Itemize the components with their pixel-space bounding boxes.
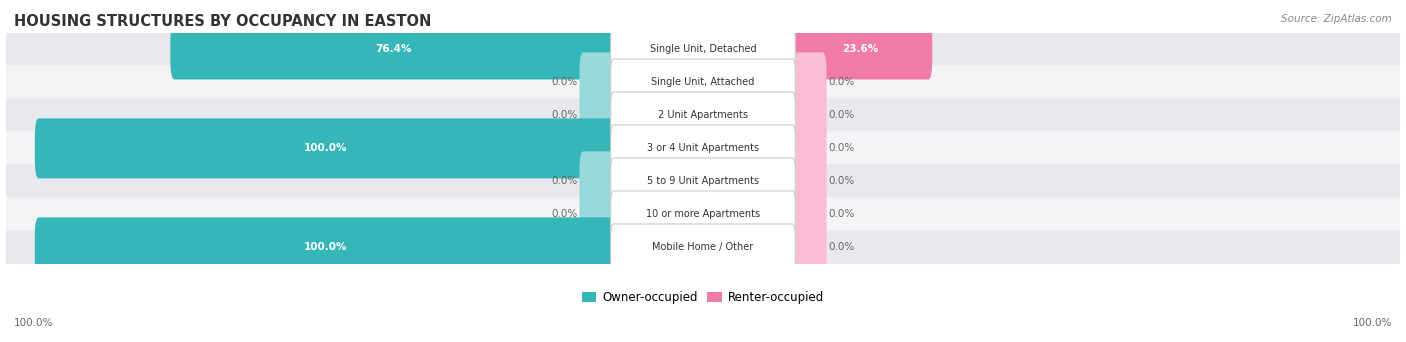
FancyBboxPatch shape: [6, 131, 1400, 166]
FancyBboxPatch shape: [610, 26, 796, 73]
Text: 76.4%: 76.4%: [375, 44, 412, 54]
Text: 100.0%: 100.0%: [304, 242, 347, 252]
FancyBboxPatch shape: [170, 19, 617, 79]
FancyBboxPatch shape: [610, 92, 796, 139]
FancyBboxPatch shape: [789, 184, 827, 245]
FancyBboxPatch shape: [610, 158, 796, 205]
Text: 0.0%: 0.0%: [828, 242, 853, 252]
Text: 0.0%: 0.0%: [553, 209, 578, 220]
Text: 0.0%: 0.0%: [828, 143, 853, 154]
Text: 100.0%: 100.0%: [1353, 318, 1392, 328]
FancyBboxPatch shape: [6, 230, 1400, 265]
Text: Single Unit, Detached: Single Unit, Detached: [650, 44, 756, 54]
Text: 0.0%: 0.0%: [828, 209, 853, 220]
Text: Source: ZipAtlas.com: Source: ZipAtlas.com: [1281, 14, 1392, 24]
Text: 5 to 9 Unit Apartments: 5 to 9 Unit Apartments: [647, 176, 759, 186]
FancyBboxPatch shape: [789, 52, 827, 113]
Text: HOUSING STRUCTURES BY OCCUPANCY IN EASTON: HOUSING STRUCTURES BY OCCUPANCY IN EASTO…: [14, 14, 432, 29]
Text: 100.0%: 100.0%: [304, 143, 347, 154]
FancyBboxPatch shape: [6, 197, 1400, 232]
Text: 2 Unit Apartments: 2 Unit Apartments: [658, 110, 748, 120]
FancyBboxPatch shape: [789, 118, 827, 179]
Text: Mobile Home / Other: Mobile Home / Other: [652, 242, 754, 252]
FancyBboxPatch shape: [610, 191, 796, 238]
Text: 0.0%: 0.0%: [828, 110, 853, 120]
FancyBboxPatch shape: [579, 184, 617, 245]
FancyBboxPatch shape: [789, 19, 932, 79]
FancyBboxPatch shape: [6, 98, 1400, 133]
FancyBboxPatch shape: [6, 65, 1400, 100]
Text: 100.0%: 100.0%: [14, 318, 53, 328]
Legend: Owner-occupied, Renter-occupied: Owner-occupied, Renter-occupied: [578, 286, 828, 309]
Text: 3 or 4 Unit Apartments: 3 or 4 Unit Apartments: [647, 143, 759, 154]
FancyBboxPatch shape: [6, 32, 1400, 67]
FancyBboxPatch shape: [35, 118, 617, 179]
FancyBboxPatch shape: [610, 224, 796, 271]
FancyBboxPatch shape: [789, 86, 827, 145]
FancyBboxPatch shape: [579, 152, 617, 211]
Text: 0.0%: 0.0%: [828, 176, 853, 186]
FancyBboxPatch shape: [579, 52, 617, 113]
FancyBboxPatch shape: [35, 218, 617, 277]
FancyBboxPatch shape: [6, 164, 1400, 199]
Text: 0.0%: 0.0%: [828, 77, 853, 88]
FancyBboxPatch shape: [610, 125, 796, 172]
Text: 10 or more Apartments: 10 or more Apartments: [645, 209, 761, 220]
Text: 23.6%: 23.6%: [842, 44, 879, 54]
Text: 0.0%: 0.0%: [553, 77, 578, 88]
FancyBboxPatch shape: [610, 59, 796, 106]
FancyBboxPatch shape: [579, 86, 617, 145]
Text: 0.0%: 0.0%: [553, 110, 578, 120]
FancyBboxPatch shape: [789, 218, 827, 277]
FancyBboxPatch shape: [789, 152, 827, 211]
Text: Single Unit, Attached: Single Unit, Attached: [651, 77, 755, 88]
Text: 0.0%: 0.0%: [553, 176, 578, 186]
